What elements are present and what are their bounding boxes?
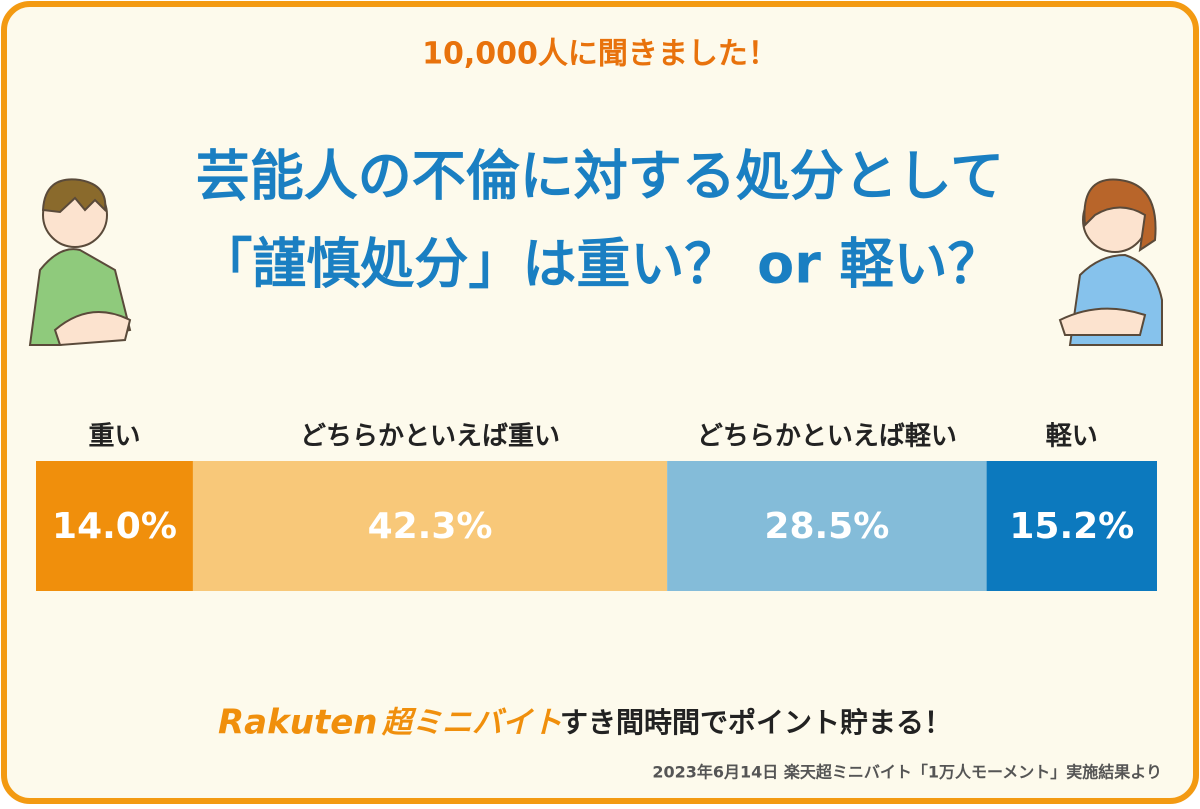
legend-label: 重い <box>88 422 140 452</box>
chart-title: 芸能人の不倫に対する処分として <box>196 145 1004 208</box>
woman-illustration <box>1058 178 1163 346</box>
brand-logo: Rakuten <box>218 703 377 743</box>
bar-segment <box>192 461 668 591</box>
value-label: 15.2% <box>1009 506 1134 547</box>
tagline: すき間時間でポイント貯まる！ <box>560 706 952 739</box>
legend-label: どちらかといえば軽い <box>697 421 957 452</box>
man-illustration <box>28 178 132 347</box>
legend-label: 軽い <box>1046 421 1098 452</box>
value-label: 28.5% <box>764 506 889 547</box>
brand-service: 超ミニバイト <box>381 706 562 741</box>
bar-segment <box>667 461 987 591</box>
source-note: 2023年6月14日 楽天超ミニバイト「1万人モーメント」実施結果より <box>652 763 1162 782</box>
bar-segment <box>986 461 1157 591</box>
legend-label: どちらかといえば重い <box>300 422 560 452</box>
value-label: 14.0% <box>52 506 177 547</box>
value-label: 42.3% <box>368 506 493 547</box>
bar-segment <box>36 461 193 591</box>
chart-title: 「謹慎処分」は重い？ or 軽い？ <box>198 233 1001 296</box>
subtitle: 10,000人に聞きました！ <box>422 37 778 72</box>
